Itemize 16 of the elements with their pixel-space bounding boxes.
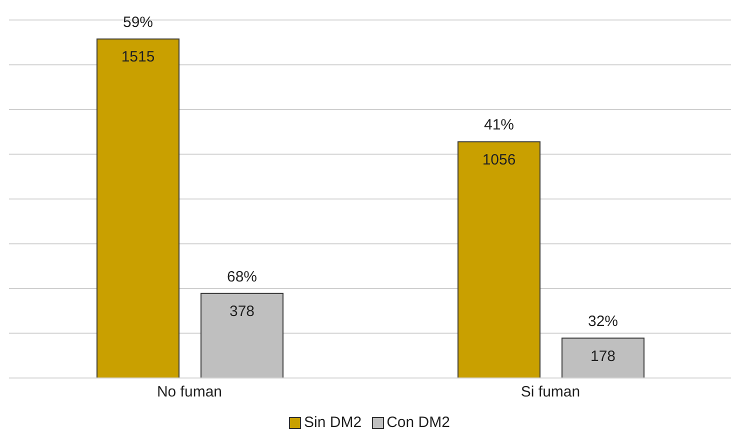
x-tick-label: Si fuman bbox=[520, 384, 580, 401]
data-label: 1056 bbox=[482, 151, 516, 168]
bar bbox=[458, 141, 540, 378]
annotation: 59% bbox=[122, 14, 154, 32]
bar bbox=[562, 338, 644, 378]
x-tick-label: No fuman bbox=[156, 384, 222, 401]
legend-label: Sin DM2 bbox=[303, 414, 362, 431]
bar bbox=[200, 292, 284, 378]
data-label: 378 bbox=[229, 303, 255, 320]
bar bbox=[96, 38, 180, 378]
annotation: 32% bbox=[588, 313, 618, 330]
legend-label: Con DM2 bbox=[386, 414, 450, 431]
data-label: 1515 bbox=[121, 48, 155, 66]
data-label: 178 bbox=[590, 348, 616, 365]
annotation: 41% bbox=[484, 116, 514, 134]
annotation: 68% bbox=[226, 268, 258, 286]
